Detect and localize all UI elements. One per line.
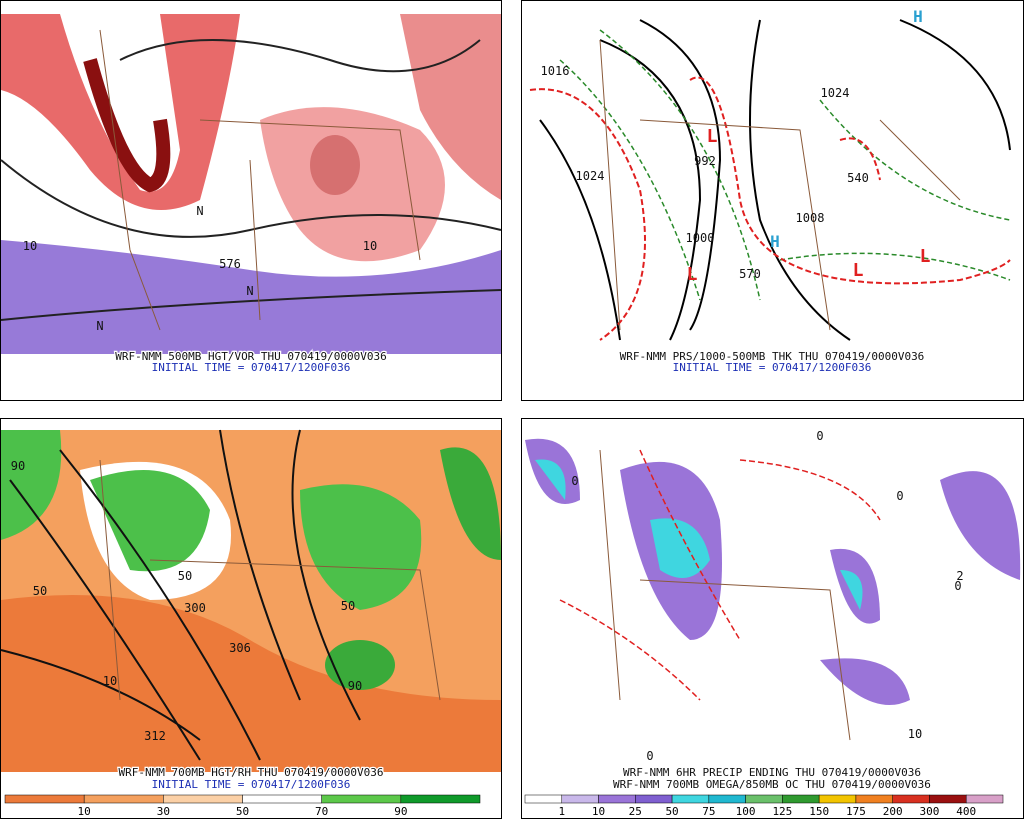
- map-precip: [525, 438, 1021, 741]
- map-label: 50: [33, 584, 47, 598]
- map-label: 2: [956, 569, 963, 583]
- colorbar-label: 75: [702, 805, 715, 818]
- colorbar-label: 10: [592, 805, 605, 818]
- colorbar-segment: [163, 794, 243, 804]
- map-label: L: [707, 126, 718, 147]
- map-label: 10: [908, 727, 922, 741]
- map-label: 10: [363, 239, 377, 253]
- colorbar-segment: [242, 794, 322, 804]
- map-label: N: [196, 204, 203, 218]
- colorbar-segment: [782, 794, 820, 804]
- map-label: 992: [694, 154, 716, 168]
- colorbar-segment: [598, 794, 636, 804]
- colorbar-label: 70: [315, 805, 328, 818]
- map-label: 0: [571, 474, 578, 488]
- colorbar-segment: [671, 794, 710, 804]
- map-label: 10: [23, 239, 37, 253]
- colorbar-label: 90: [394, 805, 407, 818]
- map-pressure: [529, 19, 1011, 341]
- colorbar-label: 150: [809, 805, 829, 818]
- map-label: L: [687, 264, 698, 285]
- map-label: H: [770, 232, 780, 251]
- map-label: N: [96, 319, 103, 333]
- map-vorticity: [0, 14, 502, 354]
- colorbar-label: 200: [883, 805, 903, 818]
- map-label: 50: [178, 569, 192, 583]
- colorbar-label: 50: [665, 805, 678, 818]
- panel-frame: [0, 0, 502, 401]
- map-humidity: [0, 429, 501, 772]
- colorbar-label: 300: [920, 805, 940, 818]
- colorbar-segment: [929, 794, 967, 804]
- colorbar-label: 175: [846, 805, 866, 818]
- map-label: 1016: [541, 64, 570, 78]
- map-label: L: [920, 246, 931, 267]
- map-label: 0: [896, 489, 903, 503]
- colorbar-label: 10: [78, 805, 91, 818]
- map-label: 10: [103, 674, 117, 688]
- map-label: 570: [739, 267, 761, 281]
- colorbar-label: 25: [629, 805, 642, 818]
- map-label: 90: [11, 459, 25, 473]
- colorbar-segment: [561, 794, 599, 804]
- map-label: 50: [341, 599, 355, 613]
- map-label: 300: [184, 601, 206, 615]
- map-label: 540: [847, 171, 869, 185]
- colorbar-label: 100: [736, 805, 756, 818]
- map-label: 1024: [821, 86, 850, 100]
- colorbar-segment: [83, 794, 164, 804]
- initial-time: WRF-NMM 700MB OMEGA/850MB OC THU 070419/…: [613, 778, 931, 791]
- colorbar-label: 30: [157, 805, 170, 818]
- colorbar-label: 125: [772, 805, 792, 818]
- map-label: 1008: [796, 211, 825, 225]
- map-label: 1000: [686, 231, 715, 245]
- colorbar-segment: [818, 794, 857, 804]
- colorbar-segment: [400, 794, 481, 804]
- colorbar-segment: [892, 794, 930, 804]
- initial-time: INITIAL TIME = 070417/1200F036: [673, 361, 872, 374]
- caption: WRF-NMM 500MB HGT/VOR THU 070419/0000V03…: [115, 350, 387, 363]
- colorbar-segment: [321, 794, 402, 804]
- map-label: 306: [229, 641, 251, 655]
- colorbar-segment: [635, 794, 673, 804]
- colorbar-segment: [708, 794, 746, 804]
- map-label: 0: [954, 579, 961, 593]
- map-label: H: [913, 7, 923, 26]
- map-label: L: [853, 260, 864, 281]
- map-label: 0: [816, 429, 823, 443]
- map-label: 312: [144, 729, 166, 743]
- colorbar-label: 50: [236, 805, 249, 818]
- colorbar-segment: [4, 794, 85, 804]
- map-label: N: [246, 284, 253, 298]
- colorbar-segment: [524, 794, 563, 804]
- initial-time: INITIAL TIME = 070417/1200F036: [152, 361, 351, 374]
- colorbar-segment: [965, 794, 1004, 804]
- initial-time: INITIAL TIME = 070417/1200F036: [152, 778, 351, 791]
- colorbar-segment: [745, 794, 783, 804]
- colorbar-label: 400: [956, 805, 976, 818]
- map-label: 0: [646, 749, 653, 763]
- map-label: 90: [348, 679, 362, 693]
- map-label: 1024: [576, 169, 605, 183]
- caption: WRF-NMM PRS/1000-500MB THK THU 070419/00…: [620, 350, 925, 363]
- caption: WRF-NMM 700MB HGT/RH THU 070419/0000V036: [119, 766, 384, 779]
- map-label: 576: [219, 257, 241, 271]
- panel-frame: [521, 0, 1024, 401]
- colorbar-segment: [855, 794, 893, 804]
- caption: WRF-NMM 6HR PRECIP ENDING THU 070419/000…: [623, 766, 921, 779]
- colorbar-label: 1: [558, 805, 565, 818]
